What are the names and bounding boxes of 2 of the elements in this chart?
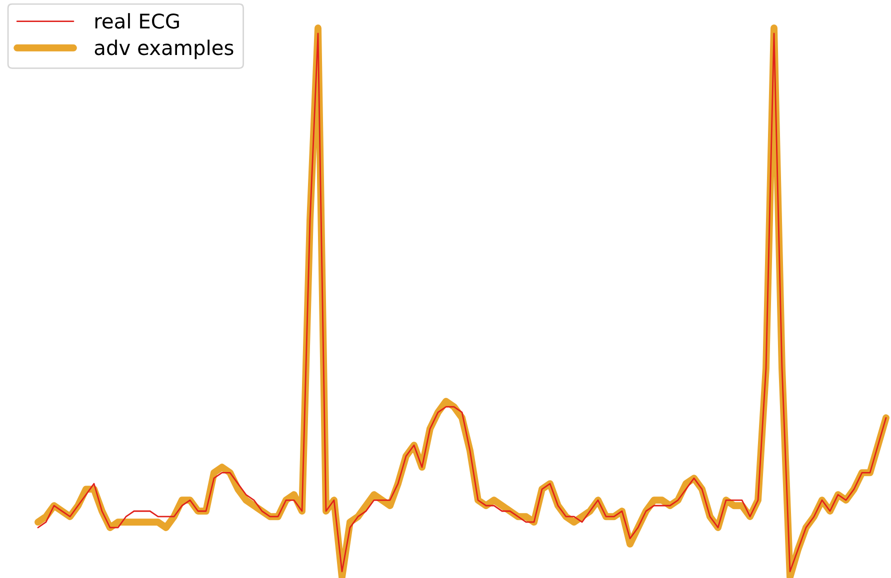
legend-label: adv examples bbox=[94, 40, 234, 60]
legend-label: real ECG bbox=[95, 13, 179, 29]
